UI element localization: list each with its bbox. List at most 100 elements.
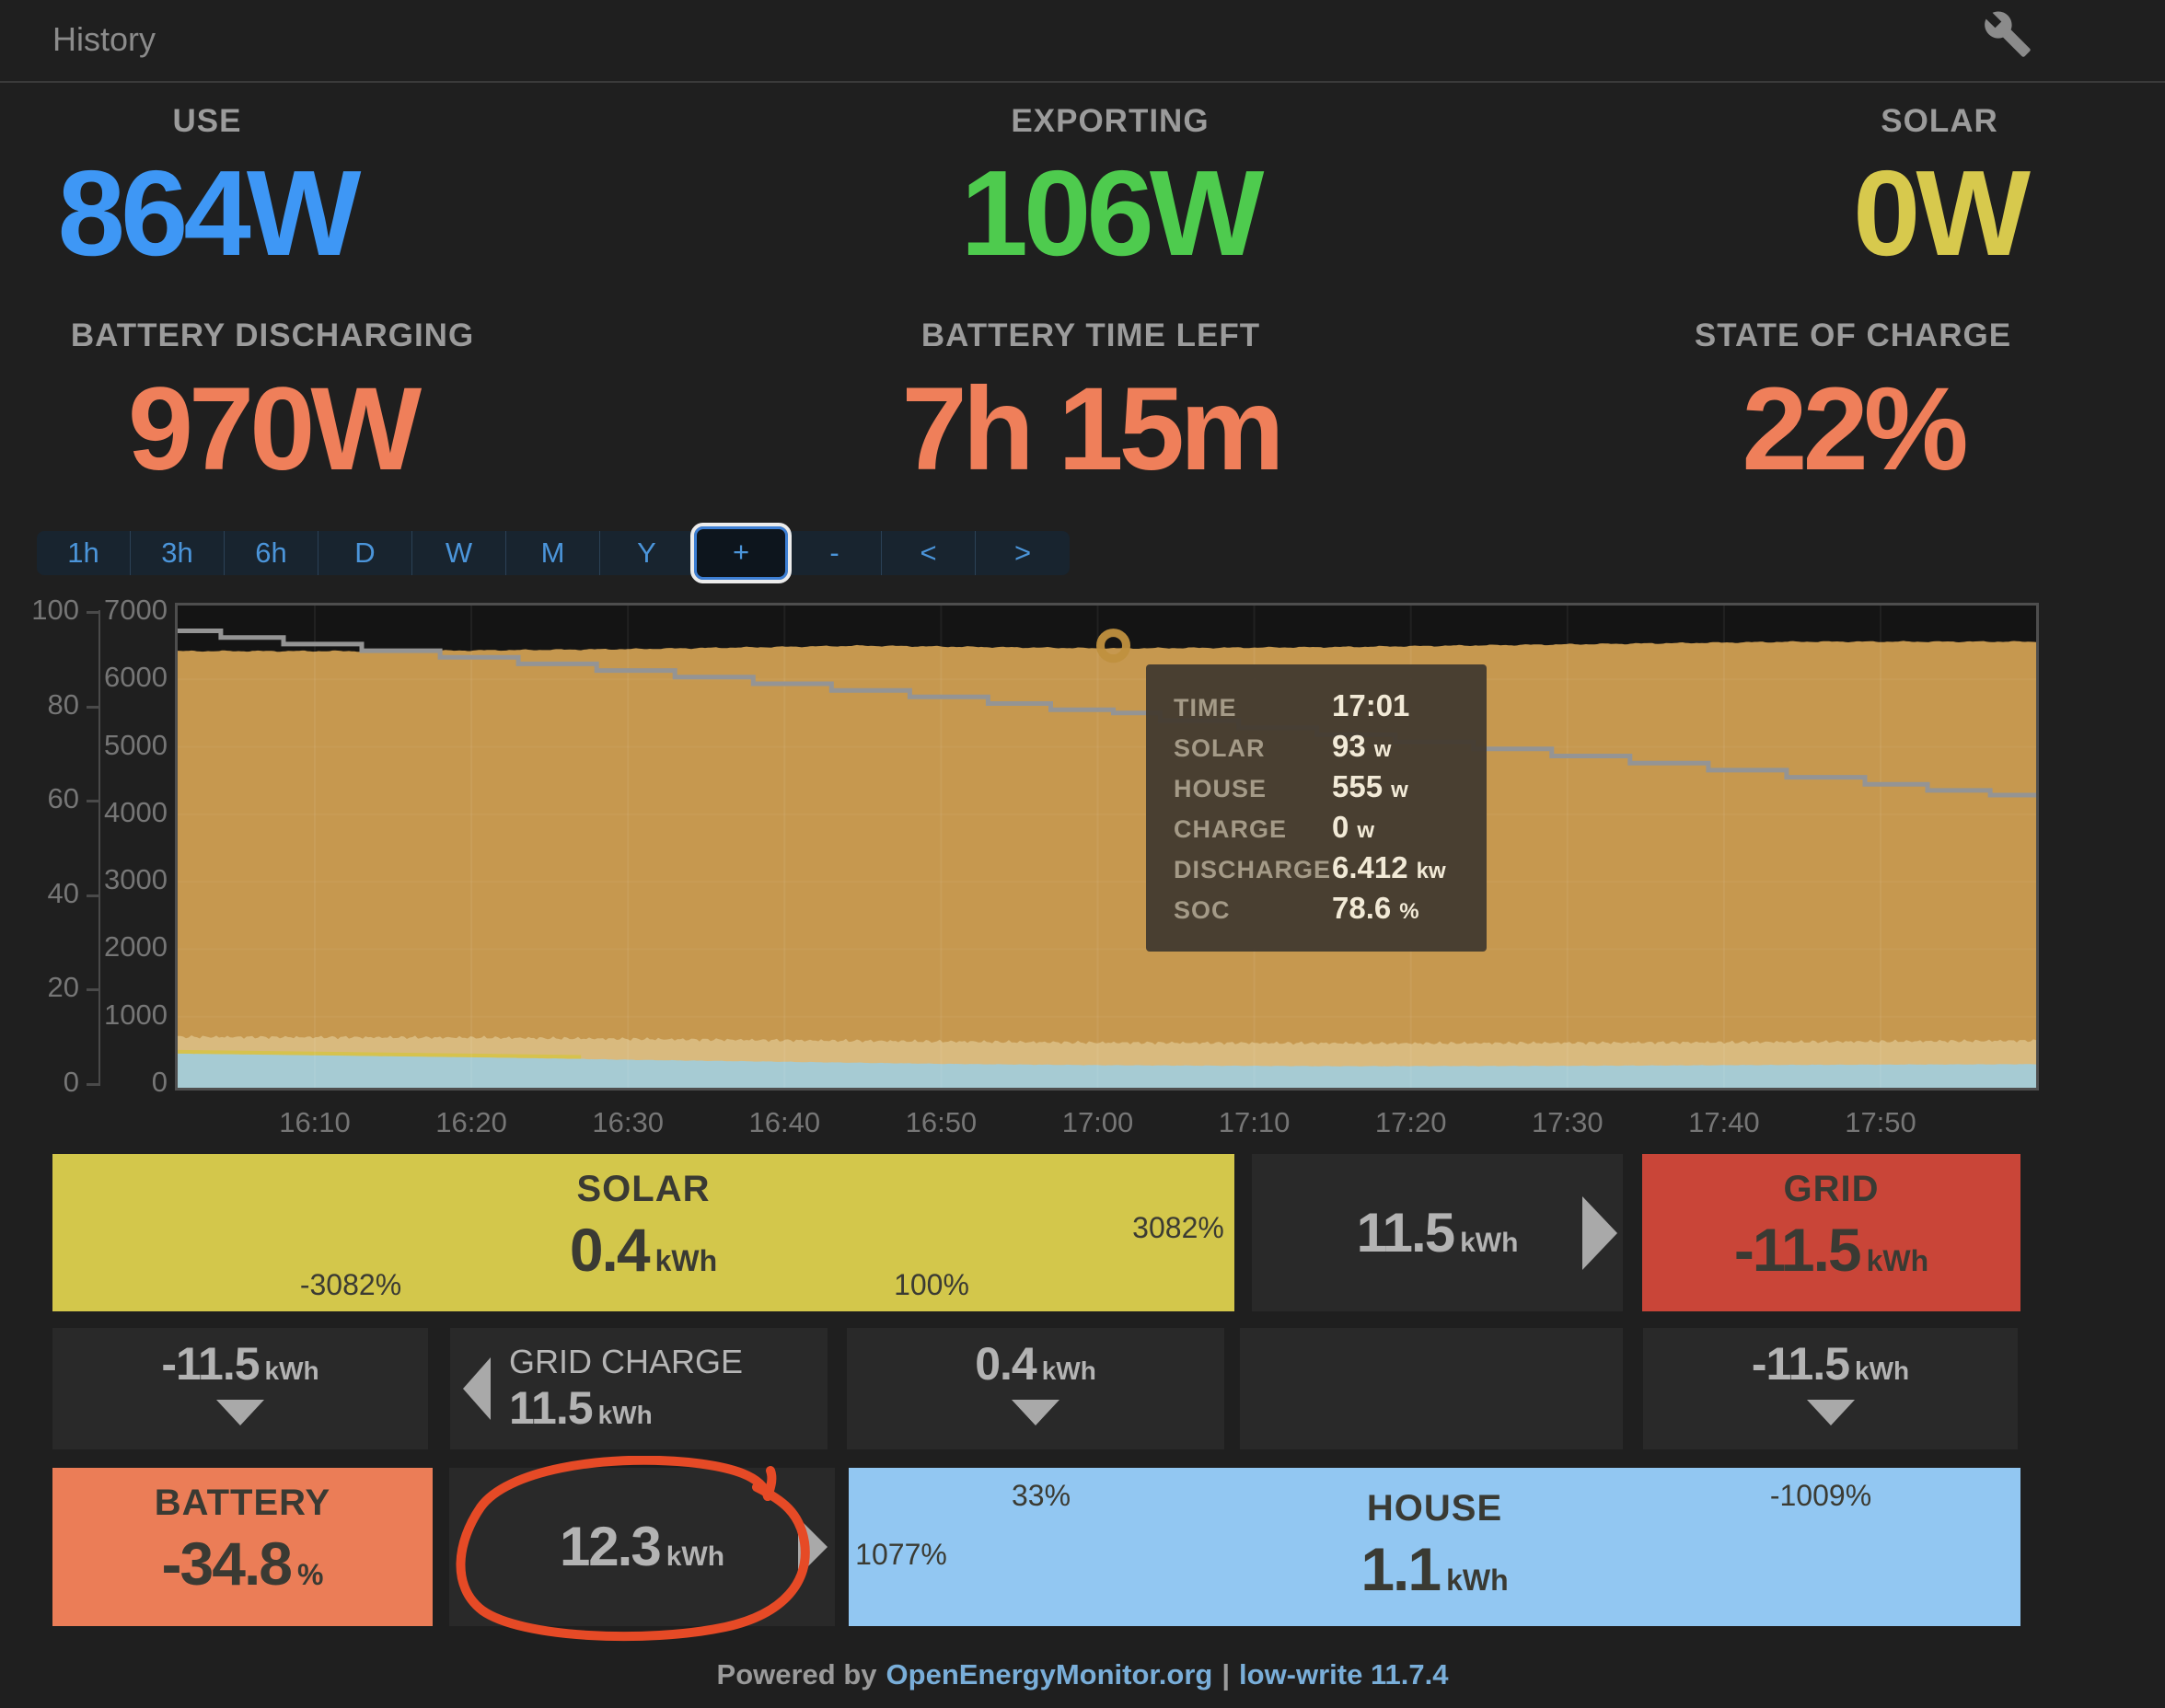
percent-tickmark xyxy=(87,988,98,992)
percent-tick-80: 80 xyxy=(47,687,79,721)
time-tick-17:10: 17:10 xyxy=(1218,1106,1291,1138)
range-button-1h[interactable]: 1h xyxy=(37,531,131,575)
flow-battery-box: BATTERY -34.8 % xyxy=(52,1468,433,1626)
toolbar: 1h 3h 6h D W M Y + - < > xyxy=(37,523,1070,583)
history-chart[interactable] xyxy=(173,603,2040,1091)
flow-house-box: HOUSE 1.1 kWh 33% -1009% 1077% xyxy=(849,1468,2020,1626)
watt-tick-7000: 7000 xyxy=(104,594,168,626)
flow-solar-to-house: 0.4 kWh xyxy=(847,1328,1224,1449)
flow-solar-unit: kWh xyxy=(654,1244,718,1277)
footer: Powered by OpenEnergyMonitor.org | low-writ… xyxy=(0,1658,2165,1691)
watt-tick-0: 0 xyxy=(151,1066,168,1098)
grid-to-house-value: -11.5 xyxy=(1751,1338,1850,1390)
flow-battery-unit: % xyxy=(296,1558,324,1591)
stat-solar-value: 0W xyxy=(1853,145,2031,281)
stat-solar: SOLAR 0W xyxy=(1755,103,2124,274)
flow-solar-to-battery: -11.5 kWh xyxy=(52,1328,428,1449)
range-button-D[interactable]: D xyxy=(318,531,412,575)
time-tick-16:50: 16:50 xyxy=(905,1106,978,1138)
range-button->[interactable]: > xyxy=(1013,537,1032,569)
tooltip-row-charge: CHARGE 0 w xyxy=(1174,810,1375,844)
stat-use-value: 864W xyxy=(57,145,362,281)
arrow-down-icon xyxy=(1806,1400,1855,1425)
flow-solar-box: SOLAR 0.4 kWh -3082% 100% 3082% xyxy=(52,1154,1234,1311)
grid-charge-label: GRID CHARGE xyxy=(509,1343,744,1380)
footer-separator: | xyxy=(1221,1658,1231,1691)
flow-grid-value-line: -11.5 kWh xyxy=(1642,1219,2020,1280)
range-button--[interactable]: - xyxy=(788,531,882,575)
watt-tick-6000: 6000 xyxy=(104,661,168,694)
time-tick-16:30: 16:30 xyxy=(592,1106,664,1138)
house-pct-top-left: 33% xyxy=(1011,1479,1071,1512)
range-button-+[interactable]: + xyxy=(690,523,792,583)
tooltip-row-house: HOUSE 555 w xyxy=(1174,769,1408,803)
range-button-6h[interactable]: 6h xyxy=(225,531,318,575)
tooltip-row-discharge: DISCHARGE 6.412 kw xyxy=(1174,850,1446,884)
stat-battery-discharging: BATTERY DISCHARGING 970W xyxy=(42,317,503,489)
stat-state-of-charge-label: STATE OF CHARGE xyxy=(1694,317,2012,353)
solar-to-grid-value-line: 11.5 kWh xyxy=(1252,1154,1623,1311)
arrow-down-icon xyxy=(216,1400,264,1425)
footer-version: low-write 11.7.4 xyxy=(1239,1658,1449,1691)
flow-house-value: 1.1 xyxy=(1360,1535,1441,1603)
percent-tickmark xyxy=(87,611,98,614)
percent-tickmark xyxy=(87,1083,98,1086)
solar-to-battery-value: -11.5 xyxy=(161,1338,260,1390)
stat-state-of-charge-value: 22% xyxy=(1742,364,1968,495)
grid-charge-value: 11.5 xyxy=(509,1382,594,1434)
percent-tick-0: 0 xyxy=(63,1066,79,1098)
solar-to-house-value: 0.4 xyxy=(975,1338,1037,1390)
stat-battery-discharging-value: 970W xyxy=(127,364,422,495)
time-tick-17:40: 17:40 xyxy=(1688,1106,1760,1138)
solar-pct-right: 3082% xyxy=(1132,1211,1224,1244)
percent-tickmark xyxy=(87,705,98,709)
grid-charge-unit: kWh xyxy=(597,1401,653,1429)
flow-house-title: HOUSE xyxy=(1366,1488,1503,1529)
time-tick-17:20: 17:20 xyxy=(1374,1106,1447,1138)
solar-pct-bottom-right: 100% xyxy=(894,1268,969,1301)
house-pct-top-right: -1009% xyxy=(1769,1479,1872,1512)
solar-to-grid-unit: kWh xyxy=(1460,1227,1519,1258)
arrow-left-icon xyxy=(463,1357,491,1420)
arrow-down-icon xyxy=(1012,1400,1059,1425)
range-button-Y[interactable]: Y xyxy=(600,531,694,575)
stat-battery-time-left-label: BATTERY TIME LEFT xyxy=(920,317,1261,353)
percent-axis-line xyxy=(98,610,100,1086)
stat-exporting-value: 106W xyxy=(960,145,1265,281)
flow-house-unit: kWh xyxy=(1446,1564,1509,1597)
range-button-W[interactable]: W xyxy=(412,531,506,575)
stat-use-label: USE xyxy=(172,103,242,139)
header-divider xyxy=(0,81,2165,83)
range-button-M[interactable]: M xyxy=(506,531,600,575)
flow-battery-to-house: 12.3 kWh xyxy=(449,1468,835,1626)
time-tick-16:10: 16:10 xyxy=(279,1106,351,1138)
solar-to-house-unit: kWh xyxy=(1041,1356,1096,1385)
stat-solar-label: SOLAR xyxy=(1881,103,1998,139)
flow-solar-value: 0.4 xyxy=(569,1216,651,1284)
stat-use: USE 864W xyxy=(23,103,391,274)
tooltip-row-time: TIME 17:01 xyxy=(1174,688,1410,722)
watt-tick-4000: 4000 xyxy=(104,795,168,828)
arrow-right-icon xyxy=(798,1518,828,1576)
stat-battery-time-left: BATTERY TIME LEFT 7h 15m xyxy=(815,317,1367,489)
battery-to-house-unit: kWh xyxy=(666,1541,725,1572)
watt-tick-1000: 1000 xyxy=(104,998,168,1031)
range-button-3h[interactable]: 3h xyxy=(131,531,225,575)
grid-to-house-unit: kWh xyxy=(1855,1356,1910,1385)
watt-tick-2000: 2000 xyxy=(104,930,168,964)
stat-battery-discharging-label: BATTERY DISCHARGING xyxy=(70,317,475,353)
percent-tick-40: 40 xyxy=(47,876,79,909)
chart-canvas[interactable] xyxy=(173,606,2040,1088)
flow-grid-value: -11.5 xyxy=(1733,1216,1862,1284)
stat-state-of-charge: STATE OF CHARGE 22% xyxy=(1623,317,2083,489)
chart-tooltip: TIME 17:01 SOLAR 93 w HOUSE 555 w CHARGE 0 w DISCHA… xyxy=(1146,664,1487,952)
settings-wrench-icon[interactable] xyxy=(1983,9,2032,59)
footer-link[interactable]: OpenEnergyMonitor.org xyxy=(886,1658,1213,1691)
percent-tick-20: 20 xyxy=(47,971,79,1004)
percent-tickmark xyxy=(87,800,98,803)
tooltip-row-solar: SOLAR 93 w xyxy=(1174,729,1392,763)
watt-tick-3000: 3000 xyxy=(104,863,168,896)
time-tick-16:20: 16:20 xyxy=(435,1106,507,1138)
range-button-<[interactable]: < xyxy=(882,531,976,575)
flow-grid-title: GRID xyxy=(1783,1169,1880,1209)
